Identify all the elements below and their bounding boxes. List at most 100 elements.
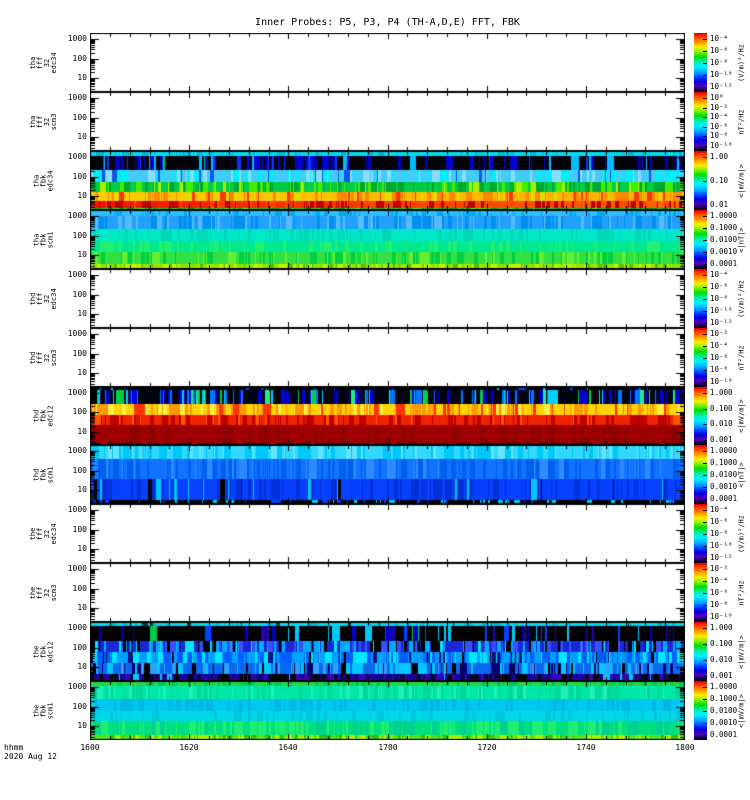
colorbar-tick-label: 0.0100 [710,470,738,479]
ytick-label: 100 [72,466,87,475]
colorbar-tick-label: 10⁻¹⁰ [710,612,733,621]
colorbar-tick-label: 10⁻⁸ [710,294,729,303]
panel-ylabel-line: scm1 [46,231,55,248]
colorbar-tick [703,735,707,736]
colorbar-tick-label: 10⁻⁴ [710,112,729,121]
colorbar-tick-label: 10⁻⁴ [710,576,729,585]
colorbar-unit-label: <|mV/m|> [737,693,746,728]
colorbar-the-fff-32-scm3 [694,563,707,622]
panel-row-tha-fff-32-scm3: tha fff 32 scm3 1000 100 10 10⁰ 10⁻² 10⁻⁴ 10⁻⁶ 10⁻⁸… [0,92,750,151]
colorbar-tick [703,240,707,241]
colorbar-tick [703,157,707,158]
colorbar-tick [703,382,707,383]
page-title: Inner Probes: P5, P3, P4 (TH-A,D,E) FFT,… [255,17,520,28]
colorbar-tick-label: 10⁻⁶ [710,46,729,55]
panel-ylabel-tha-fbk-scm1: tha fbk scm1 [33,231,55,248]
panel-row-the-fff-32-edc34: the fff 32 edc34 1000 100 10 10⁻⁴ 10⁻⁶ 10⁻⁸ 10⁻¹⁰ 1… [0,504,750,563]
spectrogram-canvas-the-fff-32-scm3 [90,563,685,622]
colorbar-unit-label: <|nT|> [737,226,746,253]
ytick-label: 1000 [67,446,87,455]
colorbar-tick [703,475,707,476]
colorbar-unit-label: nT²/Hz [737,108,746,135]
colorbar-tick-label: 10⁻⁴ [710,270,729,279]
colorbar-unit-label: <|mV/m|> [737,163,746,198]
colorbar-tick [703,205,707,206]
ytick-label: 10 [77,368,87,377]
ytick-label: 1000 [67,682,87,691]
panel-row-thd-fff-32-scm3: thd fff 32 scm3 1000 100 10 10⁻² 10⁻⁴ 10⁻⁶ 10⁻⁸ 10⁻… [0,328,750,387]
ytick-label: 100 [72,172,87,181]
panel-ylabel-tha-fff-32-scm3: tha fff 32 scm3 [29,113,58,130]
spectrogram-canvas-tha-fff-32-scm3 [90,92,685,151]
colorbar-tick-label: 10⁻⁶ [710,353,729,362]
colorbar-thd-fff-32-scm3 [694,328,707,387]
colorbar-tick-label: 0.1000 [710,694,738,703]
panel-row-the-fff-32-scm3: the fff 32 scm3 1000 100 10 10⁻² 10⁻⁴ 10⁻⁶ 10⁻⁸ 10⁻… [0,563,750,622]
colorbar-tick [703,275,707,276]
ytick-label: 1000 [67,270,87,279]
colorbar-tick [703,644,707,645]
colorbar-tick-label: 0.0001 [710,259,738,268]
colorbar-tick [703,264,707,265]
panel-row-thd-fff-32-edc34: thd fff 32 edc34 1000 100 10 10⁻⁴ 10⁻⁶ 10⁻⁸ 10⁻¹⁰ 1… [0,269,750,328]
colorbar-tick-label: 10⁻⁸ [710,365,729,374]
colorbar-tick-label: 0.100 [710,639,733,648]
panel-ylabel-the-fbk-scm1: the fbk scm1 [33,702,55,719]
xtick-label: 1700 [378,743,398,752]
colorbar-tick [703,146,707,147]
xtick-label: 1600 [80,743,100,752]
ytick-label: 100 [72,643,87,652]
panel-ylabel-thd-fff-32-scm3: thd fff 32 scm3 [29,349,58,366]
ytick-label: 1000 [67,505,87,514]
colorbar-tick [703,451,707,452]
ytick-label: 1000 [67,388,87,397]
date-label: 2020 Aug 12 [4,752,57,761]
colorbar-tick [703,87,707,88]
colorbar-tick-label: 0.0010 [710,482,738,491]
colorbar-tick [703,136,707,137]
colorbar-tick-label: 0.01 [710,200,729,209]
ytick-label: 1000 [67,623,87,632]
colorbar-tick-label: 10⁻⁶ [710,517,729,526]
colorbar-tick-label: 10⁻¹² [710,82,733,91]
colorbar-thd-fff-32-edc34 [694,269,707,328]
colorbar-thd-fbk-edc12 [694,387,707,445]
panel-ylabel-tha-fbk-edc34: tha fbk edc34 [33,170,55,191]
ytick-label: 10 [77,309,87,318]
ytick-label: 100 [72,349,87,358]
colorbar-tick-label: 0.0001 [710,730,738,739]
ytick-label: 1000 [67,564,87,573]
colorbar-unit-label: <|mV/m|> [737,634,746,669]
colorbar-tick-label: 0.010 [710,419,733,428]
colorbar-tick [703,605,707,606]
ytick-label: 100 [72,290,87,299]
panel-ylabel-line: scm1 [46,466,55,483]
ytick-label: 100 [72,407,87,416]
colorbar-tick [703,370,707,371]
colorbar-tick [703,393,707,394]
colorbar-the-fbk-scm1 [694,681,707,740]
colorbar-tick [703,569,707,570]
panel-row-the-fbk-scm1: the fbk scm1 1000 100 10 1.0000 0.1000 0.0100 0.0… [0,681,750,740]
colorbar-tick [703,487,707,488]
panel-ylabel-line: edc12 [46,640,55,663]
colorbar-tick [703,522,707,523]
colorbar-tick [703,127,707,128]
colorbar-tick-label: 0.1000 [710,458,738,467]
colorbar-tick [703,676,707,677]
panel-ylabel-the-fff-32-edc34: the fff 32 edc34 [29,523,58,544]
colorbar-tick-label: 10⁻² [710,103,729,112]
ytick-label: 100 [72,54,87,63]
panel-ylabel-line: edc12 [46,405,55,427]
ytick-label: 10 [77,427,87,436]
panel-row-thd-fbk-edc12: thd fbk edc12 1000 100 10 1.000 0.100 0.010 0.001… [0,387,750,445]
colorbar-tick-label: 10⁻¹⁰ [710,377,733,386]
ytick-label: 100 [72,113,87,122]
colorbar-tick [703,534,707,535]
xtick-label: 1720 [477,743,497,752]
spectrogram-canvas-the-fff-32-edc34 [90,504,685,563]
panel-ylabel-tha-fff-32-edc34: tha fff 32 edc34 [29,52,58,73]
colorbar-tick [703,628,707,629]
colorbar-tick-label: 10⁻⁸ [710,58,729,67]
colorbar-tick-label: 1.0000 [710,446,738,455]
